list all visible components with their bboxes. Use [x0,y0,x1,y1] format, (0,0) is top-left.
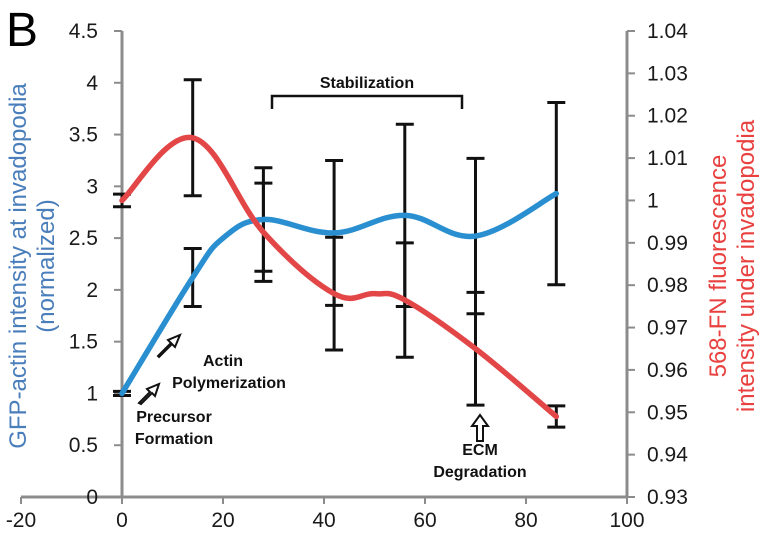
right-tick-label: 1 [647,189,659,212]
left-axis-title-line1: GFP-actin intensity at invadopodia [5,83,32,449]
left-tick-label: 4 [86,72,98,95]
stabilization-bracket [270,94,464,109]
right-tick-label: 1.02 [647,105,688,128]
x-tick-label: 0 [116,509,128,532]
stabilization-label: Stabilization [320,75,414,92]
fn-fluorescence-line [119,134,560,420]
x-tick-label: 100 [609,509,644,532]
panel-label: B [6,4,38,57]
x-tick-label: 40 [312,509,335,532]
axes: -20 0 20 40 60 80 100 0 0.5 1 1.5 2 2.5 3 3.5 4 4.5 0.93 0… [6,20,688,532]
gfp-actin-line [119,190,560,397]
left-tick-label: 0 [86,486,98,509]
right-tick-label: 0.97 [647,317,688,340]
axis-titles: GFP-actin intensity at invadopodia (norm… [5,83,760,449]
right-tick-label: 1.01 [647,147,688,170]
right-tick-label: 1.03 [647,62,688,85]
right-tick-label: 1.04 [647,20,688,43]
ecm-arrow-icon [470,413,490,442]
ecm-label-line1: ECM [462,442,498,459]
x-tick-label: 20 [211,509,234,532]
x-tick-label: 60 [413,509,436,532]
left-tick-label: 3.5 [69,124,98,147]
right-tick-label: 0.99 [647,232,688,255]
precursor-label-line2: Formation [135,431,213,448]
series-lines [119,134,560,420]
right-axis-title-line2: intensity under invadopodia [733,119,760,412]
right-tick-label: 0.96 [647,359,688,382]
left-tick-label: 0.5 [69,434,98,457]
left-tick-label: 1.5 [69,331,98,354]
actin-arrow-icon [156,333,182,359]
x-tick-label: -20 [6,509,36,532]
right-tick-label: 0.98 [647,274,688,297]
left-tick-label: 2.5 [69,227,98,250]
right-axis-title-line1: 568-FN fluorescence [705,155,732,378]
actin-label-line2: Polymerization [172,375,286,392]
annotations: Stabilization Actin Polymerization Precu… [135,75,527,481]
ecm-label-line2: Degradation [433,464,526,481]
actin-label-line1: Actin [203,353,243,370]
left-tick-label: 4.5 [69,20,98,43]
left-tick-label: 2 [86,279,98,302]
right-tick-label: 0.94 [647,444,688,467]
x-tick-label: 80 [514,509,537,532]
precursor-arrow-icon [137,382,161,406]
left-tick-label: 1 [86,382,98,405]
left-tick-label: 3 [86,175,98,198]
precursor-label-line1: Precursor [136,409,212,426]
left-axis-title-line2: (normalized) [33,199,60,332]
right-tick-label: 0.95 [647,401,688,424]
right-tick-label: 0.93 [647,486,688,509]
